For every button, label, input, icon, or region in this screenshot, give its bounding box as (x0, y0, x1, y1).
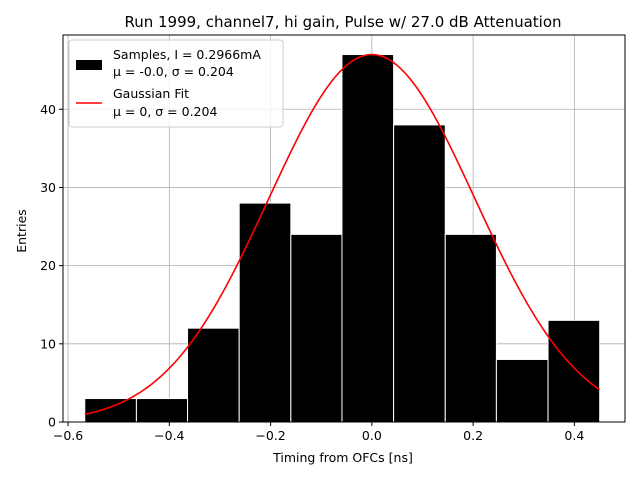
histogram-bars (84, 54, 601, 423)
histogram-bar (290, 233, 343, 423)
histogram-bar (84, 398, 137, 423)
histogram-bar (547, 319, 601, 423)
histogram-bar (187, 327, 240, 423)
y-tick-label: 30 (40, 180, 56, 195)
x-axis-label: Timing from OFCs [ns] (272, 450, 413, 465)
legend-fit-stats: μ = 0, σ = 0.204 (113, 104, 217, 119)
y-tick-label: 10 (40, 336, 56, 351)
axes-frame (62, 34, 626, 423)
gaussian-fit-curve (84, 53, 601, 416)
histogram-bar (238, 202, 292, 423)
histogram-bar (495, 358, 549, 423)
x-tick-label: 0.2 (463, 428, 483, 443)
legend-samples-swatch (76, 60, 102, 70)
y-tick-label: 20 (40, 258, 56, 273)
histogram-bar (444, 233, 497, 423)
y-tick-label: 40 (40, 102, 56, 117)
legend-fit-label: Gaussian Fit (113, 86, 189, 101)
histogram-bar (135, 398, 189, 423)
x-tick-label: −0.2 (255, 428, 285, 443)
x-tick-label: 0.0 (362, 428, 382, 443)
legend-samples-stats: μ = -0.0, σ = 0.204 (113, 64, 234, 79)
legend-box (68, 39, 284, 128)
chart-title: Run 1999, channel7, hi gain, Pulse w/ 27… (124, 13, 561, 31)
legend-samples-label: Samples, I = 0.2966mA (113, 47, 261, 62)
x-tick-label: 0.4 (564, 428, 584, 443)
histogram-bar (341, 54, 395, 423)
x-axis-ticks: −0.6 −0.4 −0.2 0.0 0.2 0.4 (53, 422, 584, 443)
x-tick-label: −0.6 (53, 428, 83, 443)
legend: Samples, I = 0.2966mA μ = -0.0, σ = 0.20… (68, 39, 284, 128)
histogram-bar (393, 124, 446, 423)
y-axis-ticks: 0 10 20 30 40 (40, 102, 63, 430)
x-tick-label: −0.4 (154, 428, 184, 443)
y-tick-label: 0 (48, 415, 56, 430)
y-axis-label: Entries (14, 209, 29, 253)
